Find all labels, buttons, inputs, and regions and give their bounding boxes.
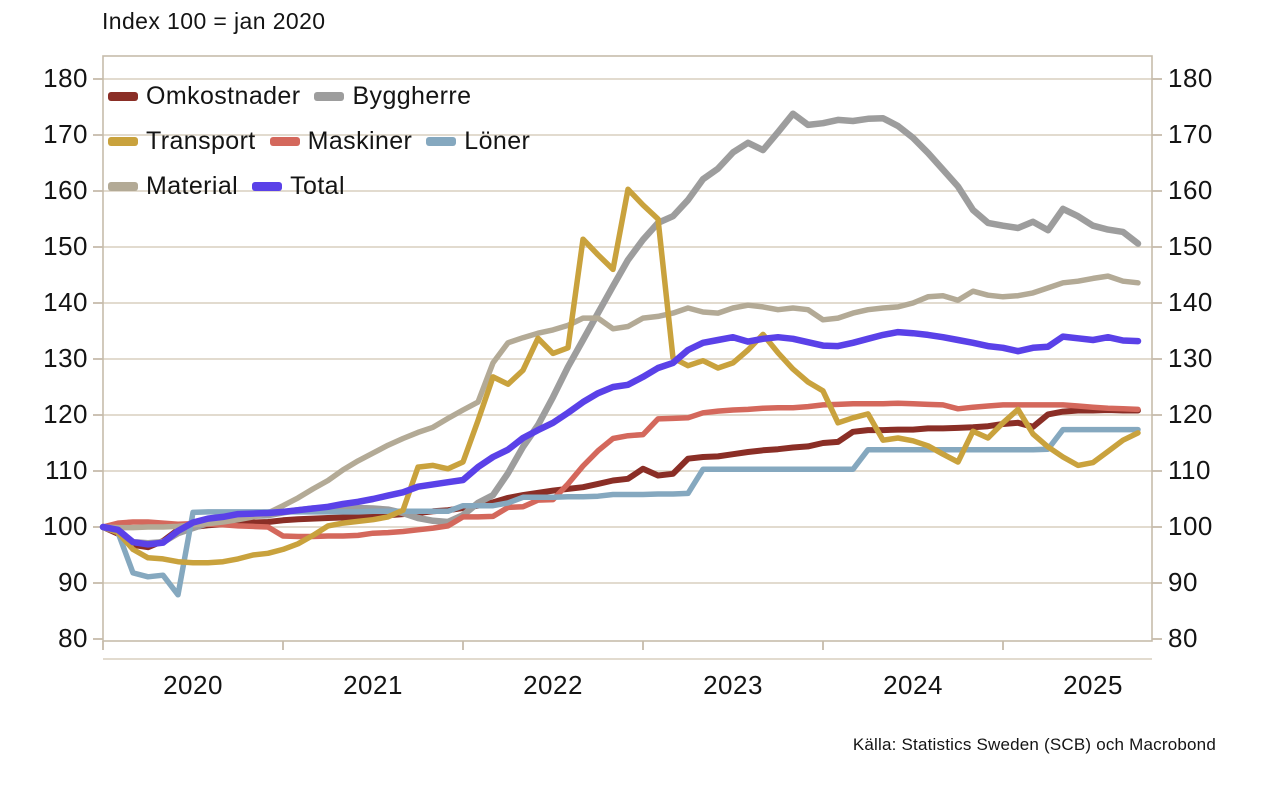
x-axis-label-2022: 2022: [523, 670, 583, 700]
y-axis-label-left-120: 120: [43, 399, 88, 429]
legend-item-transport: Transport: [108, 127, 256, 156]
legend-label-material: Material: [146, 172, 239, 200]
legend-swatch-omkostnader: [108, 92, 138, 101]
legend-item-loner: Löner: [426, 127, 530, 156]
y-axis-label-right-130: 130: [1168, 343, 1213, 373]
y-axis-label-right-150: 150: [1168, 231, 1213, 261]
y-axis-label-left-180: 180: [43, 63, 88, 93]
legend-swatch-maskiner: [269, 137, 300, 146]
legend-item-material: Material: [108, 172, 238, 201]
y-axis-label-left-170: 170: [43, 119, 88, 149]
y-axis-label-left-100: 100: [43, 511, 88, 541]
legend-swatch-total: [252, 182, 283, 191]
y-axis-label-right-100: 100: [1168, 511, 1213, 541]
x-axis-label-2021: 2021: [343, 670, 403, 700]
x-axis-label-2024: 2024: [883, 670, 943, 700]
y-axis-label-left-90: 90: [58, 567, 88, 597]
y-axis-label-right-120: 120: [1168, 399, 1213, 429]
series-line-material: [100, 273, 1141, 531]
legend-swatch-material: [108, 182, 138, 191]
legend-row-3: Material Total: [108, 164, 544, 209]
chart-title: Index 100 = jan 2020: [102, 8, 326, 34]
legend-swatch-transport: [108, 137, 138, 146]
legend-label-loner: Löner: [464, 127, 531, 155]
series-line-omkostnader: [100, 407, 1141, 551]
plot-frame: [102, 55, 1153, 642]
chart-legend: Omkostnader Byggherre Transport Maskiner Lön…: [108, 74, 544, 209]
legend-label-maskiner: Maskiner: [307, 127, 413, 155]
x-axis-label-2023: 2023: [703, 670, 763, 700]
legend-label-omkostnader: Omkostnader: [146, 82, 301, 110]
series-line-transport: [100, 186, 1141, 566]
series-line-maskiner: [100, 400, 1141, 540]
x-axis-label-2020: 2020: [163, 670, 223, 700]
y-axis-label-left-160: 160: [43, 175, 88, 205]
legend-item-total: Total: [252, 172, 345, 201]
y-axis-label-left-110: 110: [45, 455, 88, 485]
y-axis-label-left-150: 150: [43, 231, 88, 261]
y-axis-label-right-80: 80: [1168, 623, 1198, 653]
legend-row-1: Omkostnader Byggherre: [108, 74, 544, 119]
legend-swatch-loner: [426, 137, 457, 146]
y-axis-label-right-180: 180: [1168, 63, 1213, 93]
y-axis-label-right-90: 90: [1168, 567, 1198, 597]
x-axis-label-2025: 2025: [1063, 670, 1123, 700]
y-axis-label-left-130: 130: [43, 343, 88, 373]
legend-item-maskiner: Maskiner: [269, 127, 413, 156]
legend-item-byggherre: Byggherre: [314, 82, 471, 111]
legend-label-byggherre: Byggherre: [352, 82, 472, 110]
y-axis-label-right-160: 160: [1168, 175, 1213, 205]
legend-item-omkostnader: Omkostnader: [108, 82, 300, 111]
source-caption: Källa: Statistics Sweden (SCB) och Macro…: [852, 735, 1216, 754]
legend-row-2: Transport Maskiner Löner: [108, 119, 544, 164]
y-axis-label-right-170: 170: [1168, 119, 1213, 149]
legend-label-transport: Transport: [146, 127, 256, 155]
legend-label-total: Total: [290, 172, 345, 200]
legend-swatch-byggherre: [314, 92, 345, 101]
y-axis-label-left-140: 140: [43, 287, 88, 317]
y-axis-label-left-80: 80: [58, 623, 88, 653]
series-line-total: [99, 328, 1142, 548]
y-axis-label-right-110: 110: [1168, 455, 1211, 485]
y-axis-label-right-140: 140: [1168, 287, 1213, 317]
